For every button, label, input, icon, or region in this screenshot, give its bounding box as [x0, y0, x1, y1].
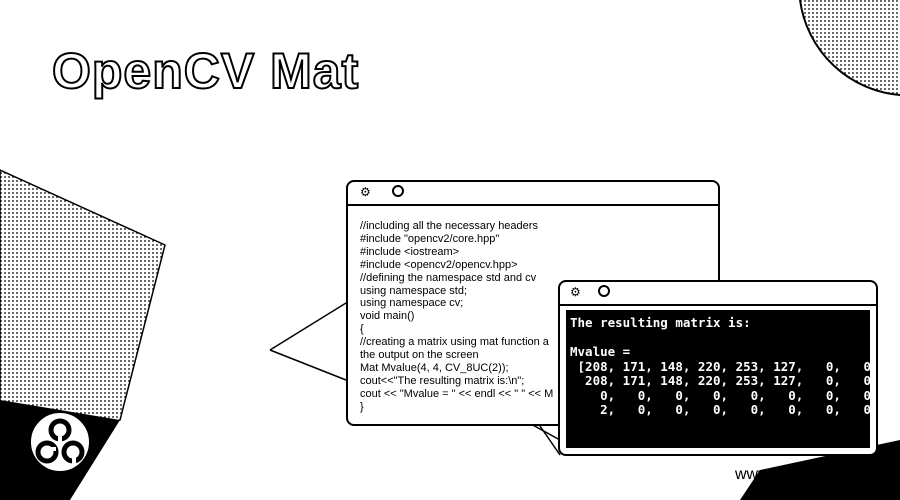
page-title: OpenCV Mat: [51, 42, 360, 100]
gear-icon[interactable]: ⚙: [570, 285, 581, 299]
code-line: #include <opencv2/opencv.hpp>: [360, 258, 518, 271]
code-line: using namespace cv;: [360, 297, 464, 310]
console-line: 2, 0, 0, 0, 0, 0, 0, 0]: [570, 402, 879, 417]
console-line: 208, 171, 148, 220, 253, 127, 0, 0;: [570, 373, 879, 388]
circle-icon[interactable]: [392, 185, 404, 197]
console-output: The resulting matrix is: Mvalue = [208, …: [566, 310, 879, 448]
console-line: The resulting matrix is:: [570, 315, 751, 330]
code-line: //including all the necessary headers: [360, 220, 538, 232]
code-line: //defining the namespace std and cv: [360, 271, 537, 284]
code-window-titlebar: ⚙: [348, 182, 718, 206]
code-line: }: [360, 400, 364, 413]
code-line: cout << "Mvalue = " << endl << " " << M: [360, 387, 554, 400]
console-line: [570, 331, 870, 346]
code-editor: //including all the necessary headers #in…: [360, 220, 718, 414]
console-line: Mvalue =: [570, 344, 631, 359]
console-line: 0, 0, 0, 0, 0, 0, 0, 0;: [570, 387, 879, 403]
code-line: //creating a matrix using mat function a: [360, 336, 549, 349]
gear-icon[interactable]: ⚙: [360, 185, 371, 199]
code-line: #include <iostream>: [360, 245, 460, 258]
code-line: cout<<"The resulting matrix is:\n";: [360, 374, 525, 387]
code-line: using namespace std;: [360, 284, 468, 297]
code-line: Mat Mvalue(4, 4, CV_8UC(2));: [360, 361, 509, 374]
output-window-titlebar: ⚙: [560, 282, 876, 306]
code-line: void main(): [360, 310, 415, 323]
code-line: #include "opencv2/core.hpp": [360, 232, 500, 245]
opencv-logo-icon: [29, 411, 91, 473]
code-line: {: [360, 323, 364, 336]
circle-icon[interactable]: [598, 285, 610, 297]
code-line: the output on the screen: [360, 349, 479, 362]
website-url[interactable]: www.educba.com: [735, 466, 861, 483]
console-line: [208, 171, 148, 220, 253, 127, 0, 0;: [570, 358, 879, 374]
output-window: ⚙ The resulting matrix is: Mvalue = [208…: [558, 280, 879, 456]
